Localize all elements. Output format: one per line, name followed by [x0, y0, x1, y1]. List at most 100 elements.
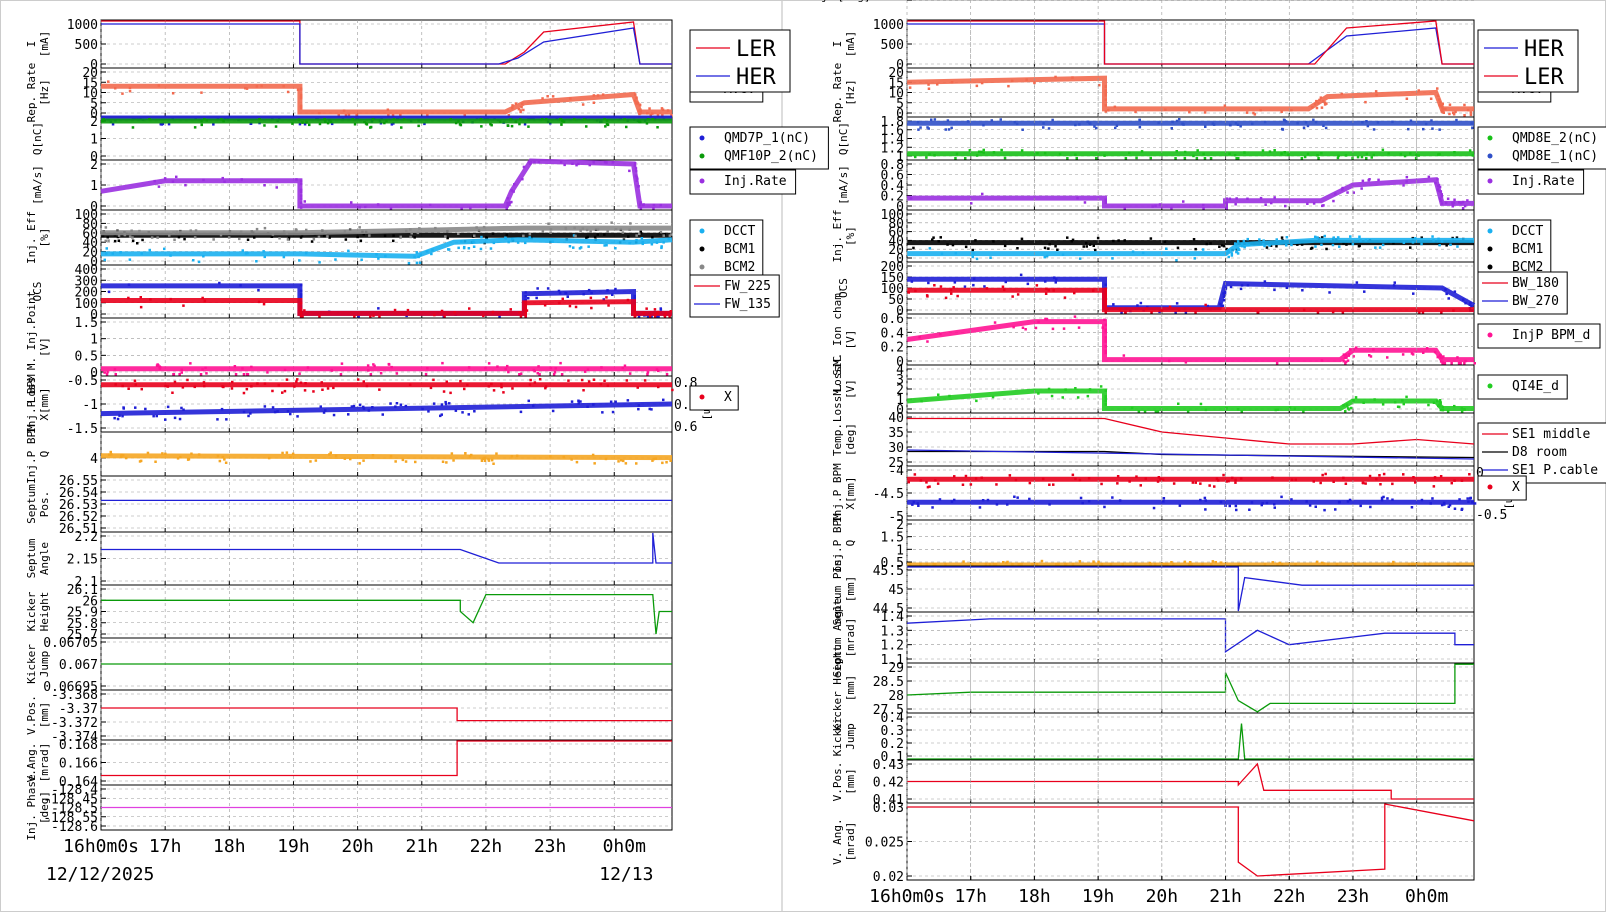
data-point [1237, 157, 1240, 160]
data-point [358, 403, 362, 407]
data-point [919, 479, 923, 482]
data-point [1341, 186, 1344, 190]
data-point [1308, 504, 1312, 507]
data-point [1104, 89, 1107, 92]
y-tick-label: 1 [896, 150, 904, 165]
data-point [400, 126, 403, 129]
data-point [1315, 560, 1319, 564]
data-point [1193, 257, 1196, 260]
data-point [506, 204, 510, 207]
data-point [1324, 126, 1328, 130]
data-point [1057, 563, 1060, 566]
data-point [1409, 152, 1412, 155]
y-tick-label: 100 [881, 282, 904, 297]
data-point [1315, 99, 1318, 103]
panel-1-2: 1.81.61.41.21Q[nC] QMD8E_2(nC)QMD8E_1(nC) [837, 115, 1606, 170]
data-point [1436, 178, 1439, 181]
data-point [460, 207, 463, 210]
data-point [1170, 561, 1173, 564]
data-point [519, 110, 522, 114]
data-point [296, 88, 300, 91]
data-point [434, 226, 437, 230]
data-point [633, 314, 636, 318]
data-point [368, 234, 371, 237]
data-point [1429, 97, 1433, 100]
y-axis-label: X[mm] [38, 387, 51, 420]
data-point [186, 378, 189, 382]
data-point [1051, 327, 1055, 331]
data-point [1463, 362, 1466, 365]
data-point [386, 108, 390, 111]
y-axis-label: Inj.P BPM [25, 374, 38, 434]
data-point [113, 239, 117, 243]
data-point [638, 232, 641, 235]
data-point [299, 190, 303, 193]
data-point [528, 236, 531, 239]
y-axis-label: Q[nC] [837, 122, 850, 155]
data-point [1320, 106, 1324, 109]
y-tick-label: 0.8 [881, 158, 904, 173]
data-point [953, 498, 956, 502]
data-point [1369, 355, 1373, 358]
y-tick-label: 25.8 [67, 617, 98, 632]
data-point [1440, 311, 1443, 314]
data-point [1320, 152, 1323, 155]
data-point [1150, 311, 1153, 314]
data-point [1118, 308, 1122, 311]
data-point [1440, 503, 1444, 507]
data-point [646, 373, 649, 376]
data-point [1376, 121, 1380, 124]
data-point [919, 126, 922, 129]
data-point [1303, 155, 1307, 159]
data-point [1365, 120, 1368, 123]
data-point [529, 161, 533, 164]
data-point [1107, 109, 1110, 112]
data-point [1157, 121, 1160, 125]
data-point [1123, 239, 1126, 242]
data-point [927, 83, 930, 86]
data-point [1204, 303, 1207, 307]
data-point [1344, 482, 1348, 485]
data-point [358, 226, 361, 229]
data-point [655, 241, 659, 244]
data-point [508, 203, 511, 206]
main-legend-label: HER [1524, 37, 1564, 62]
data-point [936, 83, 939, 86]
data-point [1438, 243, 1441, 247]
data-point [1013, 495, 1016, 498]
x-tick-label: 21h [406, 836, 439, 857]
data-point [1035, 284, 1039, 287]
data-point [1188, 110, 1191, 114]
data-point [596, 228, 600, 231]
data-point [1293, 407, 1297, 410]
data-point [498, 315, 501, 318]
y-tick-label: 0.02 [873, 870, 904, 885]
data-point [1424, 563, 1427, 566]
data-point [980, 81, 984, 85]
data-point [1261, 149, 1265, 152]
data-point [1392, 284, 1396, 287]
data-point [623, 118, 626, 121]
data-point [502, 391, 505, 394]
data-point [1236, 252, 1240, 255]
data-point [1011, 79, 1014, 83]
y-tick-label: 101.5 [865, 0, 904, 4]
data-point [1204, 125, 1207, 128]
data-point [1202, 203, 1205, 207]
data-point [492, 241, 496, 245]
data-point [238, 237, 241, 241]
data-point [1144, 477, 1147, 480]
data-point [1287, 153, 1290, 157]
y-tick-label: 40 [888, 234, 904, 249]
data-point [1311, 106, 1314, 109]
series-bcm2 [101, 225, 672, 236]
data-point [1071, 238, 1075, 242]
legend-label: SE1 P.cable [1512, 463, 1598, 478]
data-point [372, 363, 375, 366]
data-point [156, 236, 159, 239]
